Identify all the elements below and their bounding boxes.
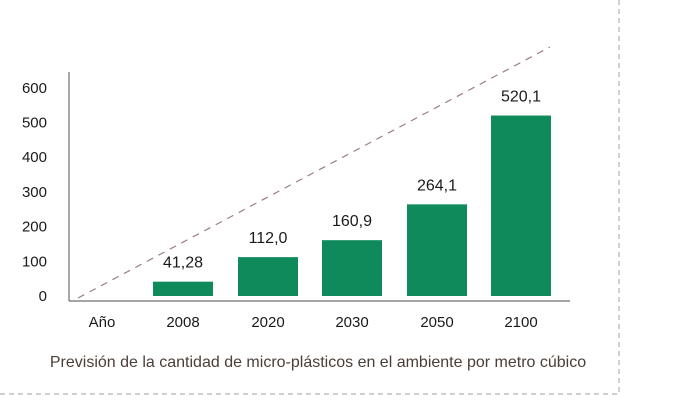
bar-2100 [491,115,551,296]
bars [153,115,551,296]
y-tick-label: 0 [39,288,47,305]
x-tick-labels: 2008 2020 2030 2050 2100 [166,314,537,331]
bar-2030 [322,240,382,296]
x-tick-label-2008: 2008 [166,314,199,331]
bar-2008 [153,281,213,296]
trend-dashed-line [77,46,551,299]
chart-caption: Previsión de la cantidad de micro-plásti… [50,354,586,371]
bar-2050 [407,204,467,296]
data-label-2008: 41,28 [163,255,203,272]
y-tick-label: 600 [22,80,47,97]
x-tick-label-2050: 2050 [420,314,453,331]
x-axis-label: Año [89,314,116,331]
y-tick-labels: 0 100 200 300 400 500 600 [22,80,47,305]
x-tick-label-2030: 2030 [335,314,368,331]
y-tick-label: 400 [22,149,47,166]
y-tick-label: 100 [22,253,47,270]
data-label-2050: 264,1 [417,177,457,194]
data-label-2030: 160,9 [332,213,372,230]
x-tick-label-2020: 2020 [251,314,284,331]
bar-2020 [238,257,298,296]
x-tick-label-2100: 2100 [504,314,537,331]
y-tick-label: 500 [22,115,47,132]
y-tick-label: 200 [22,219,47,236]
data-label-2100: 520,1 [501,89,541,106]
data-labels: 41,28 112,0 160,9 264,1 520,1 [163,89,541,272]
y-tick-label: 300 [22,184,47,201]
data-label-2020: 112,0 [249,230,288,247]
